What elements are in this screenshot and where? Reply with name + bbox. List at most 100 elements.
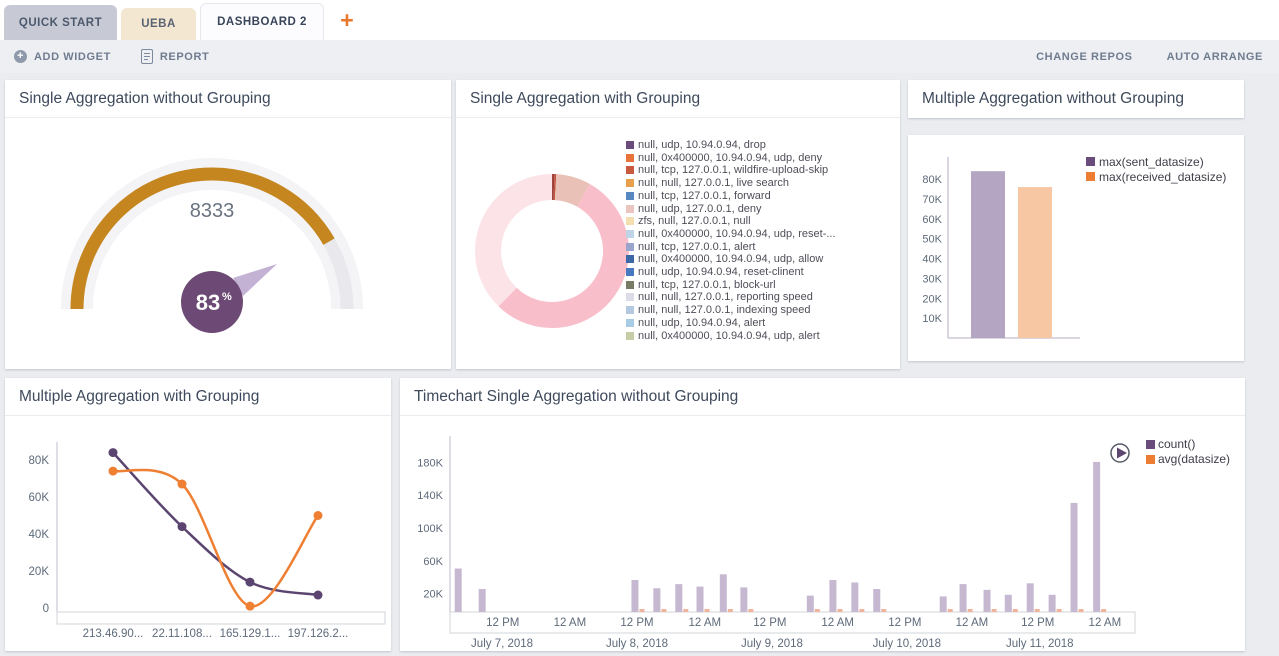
widget-multi-agg-title-card: Multiple Aggregation without Grouping bbox=[908, 80, 1244, 118]
svg-text:%: % bbox=[222, 291, 232, 303]
legend-swatch bbox=[626, 191, 634, 200]
legend-swatch bbox=[626, 204, 634, 213]
widget-title: Timechart Single Aggregation without Gro… bbox=[400, 378, 1245, 416]
svg-text:40K: 40K bbox=[922, 254, 942, 266]
auto-arrange-button[interactable]: AUTO ARRANGE bbox=[1167, 51, 1263, 63]
widget-title: Multiple Aggregation with Grouping bbox=[5, 378, 391, 416]
legend-swatch bbox=[626, 153, 634, 162]
widget-single-agg-grouping-donut: Single Aggregation with Grouping null, u… bbox=[456, 80, 900, 369]
line-chart: 0 20K 40K 60K 80K 213.46.90... 22.11.108... 165… bbox=[5, 416, 391, 656]
legend-swatch bbox=[626, 293, 634, 302]
legend-label: null, 0x400000, 10.94.0.94, udp, deny bbox=[638, 151, 823, 164]
svg-text:100K: 100K bbox=[417, 523, 443, 535]
widget-timechart: Timechart Single Aggregation without Gro… bbox=[400, 378, 1245, 651]
widget-title: Single Aggregation without Grouping bbox=[5, 80, 451, 118]
svg-text:80K: 80K bbox=[29, 455, 50, 467]
bar-chart: 10K 20K 30K 40K 50K 60K 70K 80K max(sent_datasiz… bbox=[908, 135, 1244, 366]
svg-text:max(received_datasize): max(received_datasize) bbox=[1099, 170, 1226, 184]
legend-label: null, udp, 127.0.0.1, deny bbox=[638, 202, 762, 215]
legend-label: null, null, 127.0.0.1, live search bbox=[638, 177, 790, 190]
legend-item: null, 0x400000, 10.94.0.94, udp, deny bbox=[626, 152, 876, 165]
legend-item: null, udp, 10.94.0.94, drop bbox=[626, 139, 876, 152]
svg-text:22.11.108...: 22.11.108... bbox=[152, 628, 212, 640]
svg-text:8333: 8333 bbox=[190, 200, 235, 222]
legend-item: null, tcp, 127.0.0.1, alert bbox=[626, 241, 876, 254]
legend-item: zfs, null, 127.0.0.1, null bbox=[626, 215, 876, 228]
plus-icon: + bbox=[340, 7, 354, 33]
legend-swatch bbox=[626, 179, 634, 188]
legend-label: null, udp, 10.94.0.94, reset-clinent bbox=[638, 266, 804, 279]
tab-ueba[interactable]: UEBA bbox=[121, 8, 196, 40]
svg-text:60K: 60K bbox=[922, 214, 942, 226]
report-label: REPORT bbox=[159, 50, 210, 63]
svg-text:0: 0 bbox=[43, 603, 49, 615]
svg-text:12 AM: 12 AM bbox=[689, 617, 722, 629]
legend-swatch bbox=[626, 306, 634, 315]
svg-text:12 AM: 12 AM bbox=[821, 617, 854, 629]
svg-text:max(sent_datasize): max(sent_datasize) bbox=[1099, 155, 1204, 169]
svg-text:12 PM: 12 PM bbox=[888, 617, 921, 629]
svg-text:83: 83 bbox=[196, 290, 220, 315]
legend-item: null, tcp, 127.0.0.1, wildfire-upload-sk… bbox=[626, 164, 876, 177]
legend-item: null, udp, 127.0.0.1, deny bbox=[626, 203, 876, 216]
svg-text:12 PM: 12 PM bbox=[486, 617, 519, 629]
svg-text:12 PM: 12 PM bbox=[1021, 617, 1054, 629]
widget-multi-agg-grouping-line: Multiple Aggregation with Grouping 0 20K 4… bbox=[5, 378, 391, 651]
widget-title: Single Aggregation with Grouping bbox=[456, 80, 900, 118]
report-document-icon bbox=[140, 49, 153, 64]
widget-single-agg-gauge: Single Aggregation without Grouping 8333… bbox=[5, 80, 451, 369]
legend-item: null, null, 127.0.0.1, indexing speed bbox=[626, 304, 876, 317]
legend-label: null, tcp, 127.0.0.1, block-url bbox=[638, 278, 776, 291]
svg-text:30K: 30K bbox=[922, 273, 942, 285]
dashboard-toolbar: + ADD WIDGET REPORT CHANGE REPOS AUTO AR… bbox=[0, 40, 1279, 73]
run-query-play-button[interactable] bbox=[1110, 443, 1130, 463]
tab-dashboard-2[interactable]: DASHBOARD 2 bbox=[200, 3, 324, 40]
svg-text:12 AM: 12 AM bbox=[1089, 617, 1122, 629]
gauge-chart: 8333 83% bbox=[5, 118, 451, 374]
legend-swatch bbox=[626, 217, 634, 226]
svg-text:80K: 80K bbox=[922, 174, 942, 186]
tab-quick-start[interactable]: QUICK START bbox=[4, 5, 117, 40]
svg-text:10K: 10K bbox=[922, 313, 942, 325]
svg-text:197.126.2...: 197.126.2... bbox=[288, 628, 349, 640]
donut-chart: null, udp, 10.94.0.94, drop null, 0x40000… bbox=[456, 118, 900, 374]
svg-text:40K: 40K bbox=[29, 529, 50, 541]
legend-item: null, 0x400000, 10.94.0.94, udp, alert bbox=[626, 330, 876, 343]
legend-swatch bbox=[626, 141, 634, 149]
svg-text:20K: 20K bbox=[922, 293, 942, 305]
svg-text:12 AM: 12 AM bbox=[554, 617, 587, 629]
svg-text:12 PM: 12 PM bbox=[753, 617, 786, 629]
add-circle-plus-icon: + bbox=[14, 50, 27, 63]
svg-text:12 PM: 12 PM bbox=[620, 617, 653, 629]
timechart: 20K 60K 100K 140K 180K 12 PM 12 AM 12 PM 12 AM 12… bbox=[400, 416, 1245, 656]
legend-item: null, udp, 10.94.0.94, alert bbox=[626, 317, 876, 330]
svg-text:July 8, 2018: July 8, 2018 bbox=[606, 638, 668, 650]
legend-label: null, null, 127.0.0.1, indexing speed bbox=[638, 304, 811, 317]
svg-text:count(): count() bbox=[1158, 437, 1195, 451]
legend-item: null, 0x400000, 10.94.0.94, udp, allow bbox=[626, 253, 876, 266]
legend-item: null, 0x400000, 10.94.0.94, udp, reset-.… bbox=[626, 228, 876, 241]
svg-text:70K: 70K bbox=[922, 194, 942, 206]
legend-label: null, tcp, 127.0.0.1, wildfire-upload-sk… bbox=[638, 164, 829, 177]
svg-text:avg(datasize): avg(datasize) bbox=[1158, 452, 1230, 466]
svg-text:July 11, 2018: July 11, 2018 bbox=[1006, 638, 1074, 650]
legend-swatch bbox=[626, 166, 634, 175]
svg-text:140K: 140K bbox=[417, 490, 443, 502]
add-widget-button[interactable]: + ADD WIDGET bbox=[14, 50, 111, 63]
svg-text:213.46.90...: 213.46.90... bbox=[83, 628, 144, 640]
legend-swatch bbox=[626, 229, 634, 238]
legend-label: zfs, null, 127.0.0.1, null bbox=[638, 215, 751, 228]
legend-label: null, udp, 10.94.0.94, alert bbox=[638, 316, 766, 329]
legend-item: null, tcp, 127.0.0.1, block-url bbox=[626, 279, 876, 292]
legend-swatch bbox=[626, 268, 634, 277]
legend-label: null, 0x400000, 10.94.0.94, udp, alert bbox=[638, 329, 820, 342]
legend-swatch bbox=[626, 255, 634, 264]
change-repos-button[interactable]: CHANGE REPOS bbox=[1036, 51, 1132, 63]
widget-title: Multiple Aggregation without Grouping bbox=[908, 80, 1244, 117]
legend-label: null, tcp, 127.0.0.1, forward bbox=[638, 189, 771, 202]
new-tab-button[interactable]: + bbox=[334, 0, 360, 40]
svg-text:20K: 20K bbox=[423, 589, 443, 601]
legend-swatch bbox=[626, 280, 634, 289]
report-button[interactable]: REPORT bbox=[140, 49, 210, 64]
legend-label: null, 0x400000, 10.94.0.94, udp, allow bbox=[638, 253, 824, 266]
